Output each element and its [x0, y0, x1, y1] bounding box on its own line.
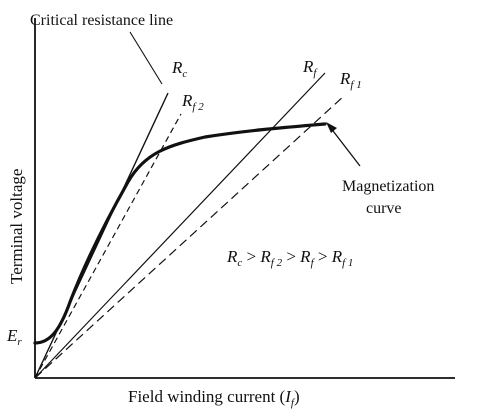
magnetization-curve	[33, 122, 327, 345]
rf2-label: Rf 2	[181, 91, 204, 113]
rc-label: Rc	[171, 58, 187, 80]
resistance-relation: Rc > Rf 2 > Rf > Rf 1	[226, 247, 353, 269]
rf2-line	[34, 113, 182, 379]
critical-resistance-label: Critical resistance line	[30, 12, 173, 29]
rf1-line	[34, 94, 346, 379]
rc-critical-line	[34, 92, 169, 379]
y-axis-label: Terminal voltage	[7, 169, 26, 284]
magnetization-label-line2: curve	[366, 200, 402, 217]
er-label: Er	[6, 326, 22, 348]
rf1-label: Rf 1	[339, 69, 362, 91]
rf-line	[34, 72, 326, 379]
magnetization-label-line1: Magnetization	[342, 178, 434, 195]
x-axis-label: Field winding current (If)	[128, 387, 300, 409]
rf-label: Rf	[302, 57, 318, 79]
critical-pointer-line	[129, 31, 163, 85]
magnetization-arrow-shaft	[329, 126, 361, 167]
magnetization-arrow-head	[326, 122, 337, 133]
